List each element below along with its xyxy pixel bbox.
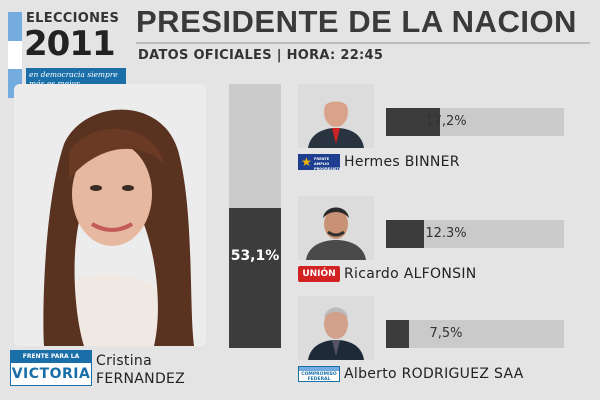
candidate-photo: [298, 296, 374, 360]
star-icon: ★: [301, 155, 312, 169]
candidate-pct-label: 17,2%: [425, 114, 467, 129]
candidate-pct-label: 12.3%: [425, 226, 467, 241]
candidate-row: 7,5% COMPROMISO FEDERAL Alberto RODRIGUE…: [298, 296, 588, 392]
logo-year: 2011: [24, 24, 116, 64]
party-logo-compromiso-federal: COMPROMISO FEDERAL: [298, 366, 340, 382]
header-divider: [136, 42, 590, 44]
party-logo-text: COMPROMISO FEDERAL: [301, 372, 337, 382]
candidate-name: Hermes BINNER: [344, 154, 460, 170]
winner-bar: [229, 207, 281, 348]
party-line2: VICTORIA: [11, 366, 91, 382]
candidate-pct-label: 7,5%: [429, 326, 463, 341]
logo-word: ELECCIONES: [26, 11, 120, 26]
party-logo-frente-amplio-progresista: ★ FRENTE AMPLIO PROGRESISTA: [298, 154, 342, 171]
winner-last-name: FERNANDEZ: [96, 371, 186, 387]
candidate-bar-track: [386, 320, 564, 348]
argentina-flag-icon: [8, 12, 22, 98]
candidate-row: 12.3% UNIÓN Ricardo ALFONSIN: [298, 196, 588, 292]
candidate-name: Alberto RODRIGUEZ SAA: [344, 366, 524, 382]
candidate-bar: [386, 220, 425, 248]
candidate-bar: [386, 320, 410, 348]
candidate-photo: [298, 196, 374, 260]
party-logo-frente-para-la-victoria: FRENTE PARA LA VICTORIA: [10, 350, 92, 386]
winner-first-name: Cristina: [96, 353, 152, 369]
winner-photo: [14, 84, 206, 346]
party-logo-union: UNIÓN: [298, 266, 340, 282]
winner-pct-label: 53,1%: [230, 247, 280, 264]
party-logo-text: FRENTE AMPLIO PROGRESISTA: [314, 157, 342, 171]
page-subtitle: DATOS OFICIALES | HORA: 22:45: [138, 48, 384, 63]
party-line1: FRENTE PARA LA: [11, 351, 91, 363]
candidate-row: 17,2% ★ FRENTE AMPLIO PROGRESISTA Hermes…: [298, 84, 588, 180]
candidate-bar: [386, 108, 440, 136]
candidate-photo: [298, 84, 374, 148]
candidate-name: Ricardo ALFONSIN: [344, 266, 477, 282]
winner-name: Cristina FERNANDEZ: [96, 352, 185, 388]
page-title: PRESIDENTE DE LA NACION: [136, 4, 577, 39]
